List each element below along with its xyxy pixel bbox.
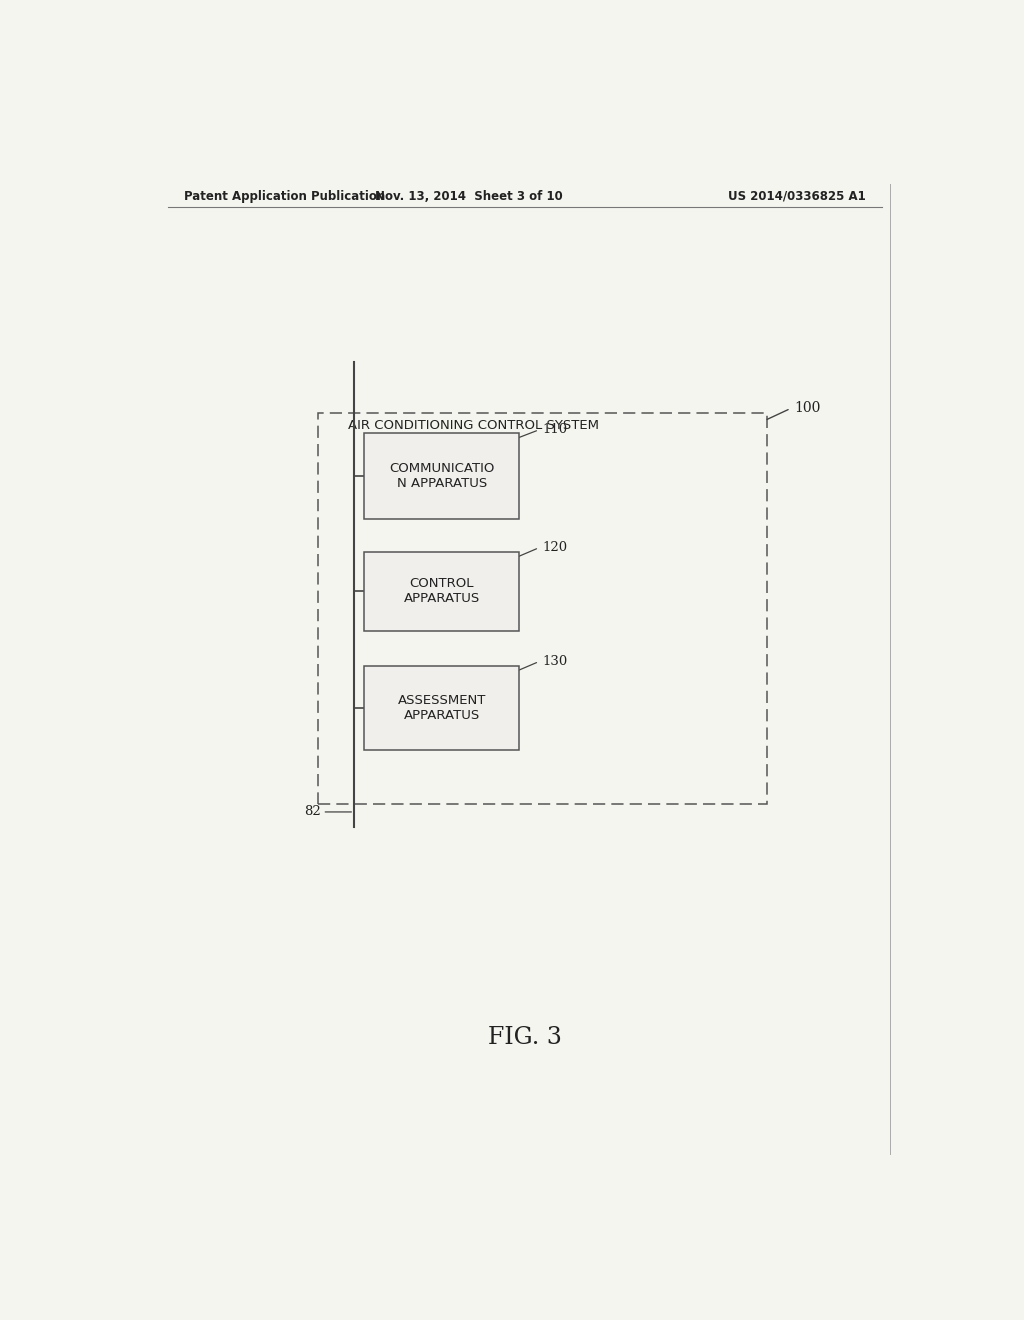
Text: ASSESSMENT
APPARATUS: ASSESSMENT APPARATUS: [397, 694, 486, 722]
Text: CONTROL
APPARATUS: CONTROL APPARATUS: [403, 577, 480, 606]
Text: Patent Application Publication: Patent Application Publication: [183, 190, 385, 202]
Bar: [365, 665, 519, 750]
Bar: [318, 413, 767, 804]
Text: 110: 110: [543, 424, 567, 437]
Text: 130: 130: [543, 655, 567, 668]
Bar: [365, 433, 519, 519]
Text: US 2014/0336825 A1: US 2014/0336825 A1: [728, 190, 866, 202]
Text: 100: 100: [794, 401, 820, 416]
Text: Nov. 13, 2014  Sheet 3 of 10: Nov. 13, 2014 Sheet 3 of 10: [376, 190, 563, 202]
Text: AIR CONDITIONING CONTROL SYSTEM: AIR CONDITIONING CONTROL SYSTEM: [348, 420, 599, 432]
Text: 82: 82: [304, 805, 321, 818]
Bar: [365, 552, 519, 631]
Text: COMMUNICATIO
N APPARATUS: COMMUNICATIO N APPARATUS: [389, 462, 495, 490]
Text: 120: 120: [543, 541, 567, 554]
Text: FIG. 3: FIG. 3: [487, 1026, 562, 1049]
